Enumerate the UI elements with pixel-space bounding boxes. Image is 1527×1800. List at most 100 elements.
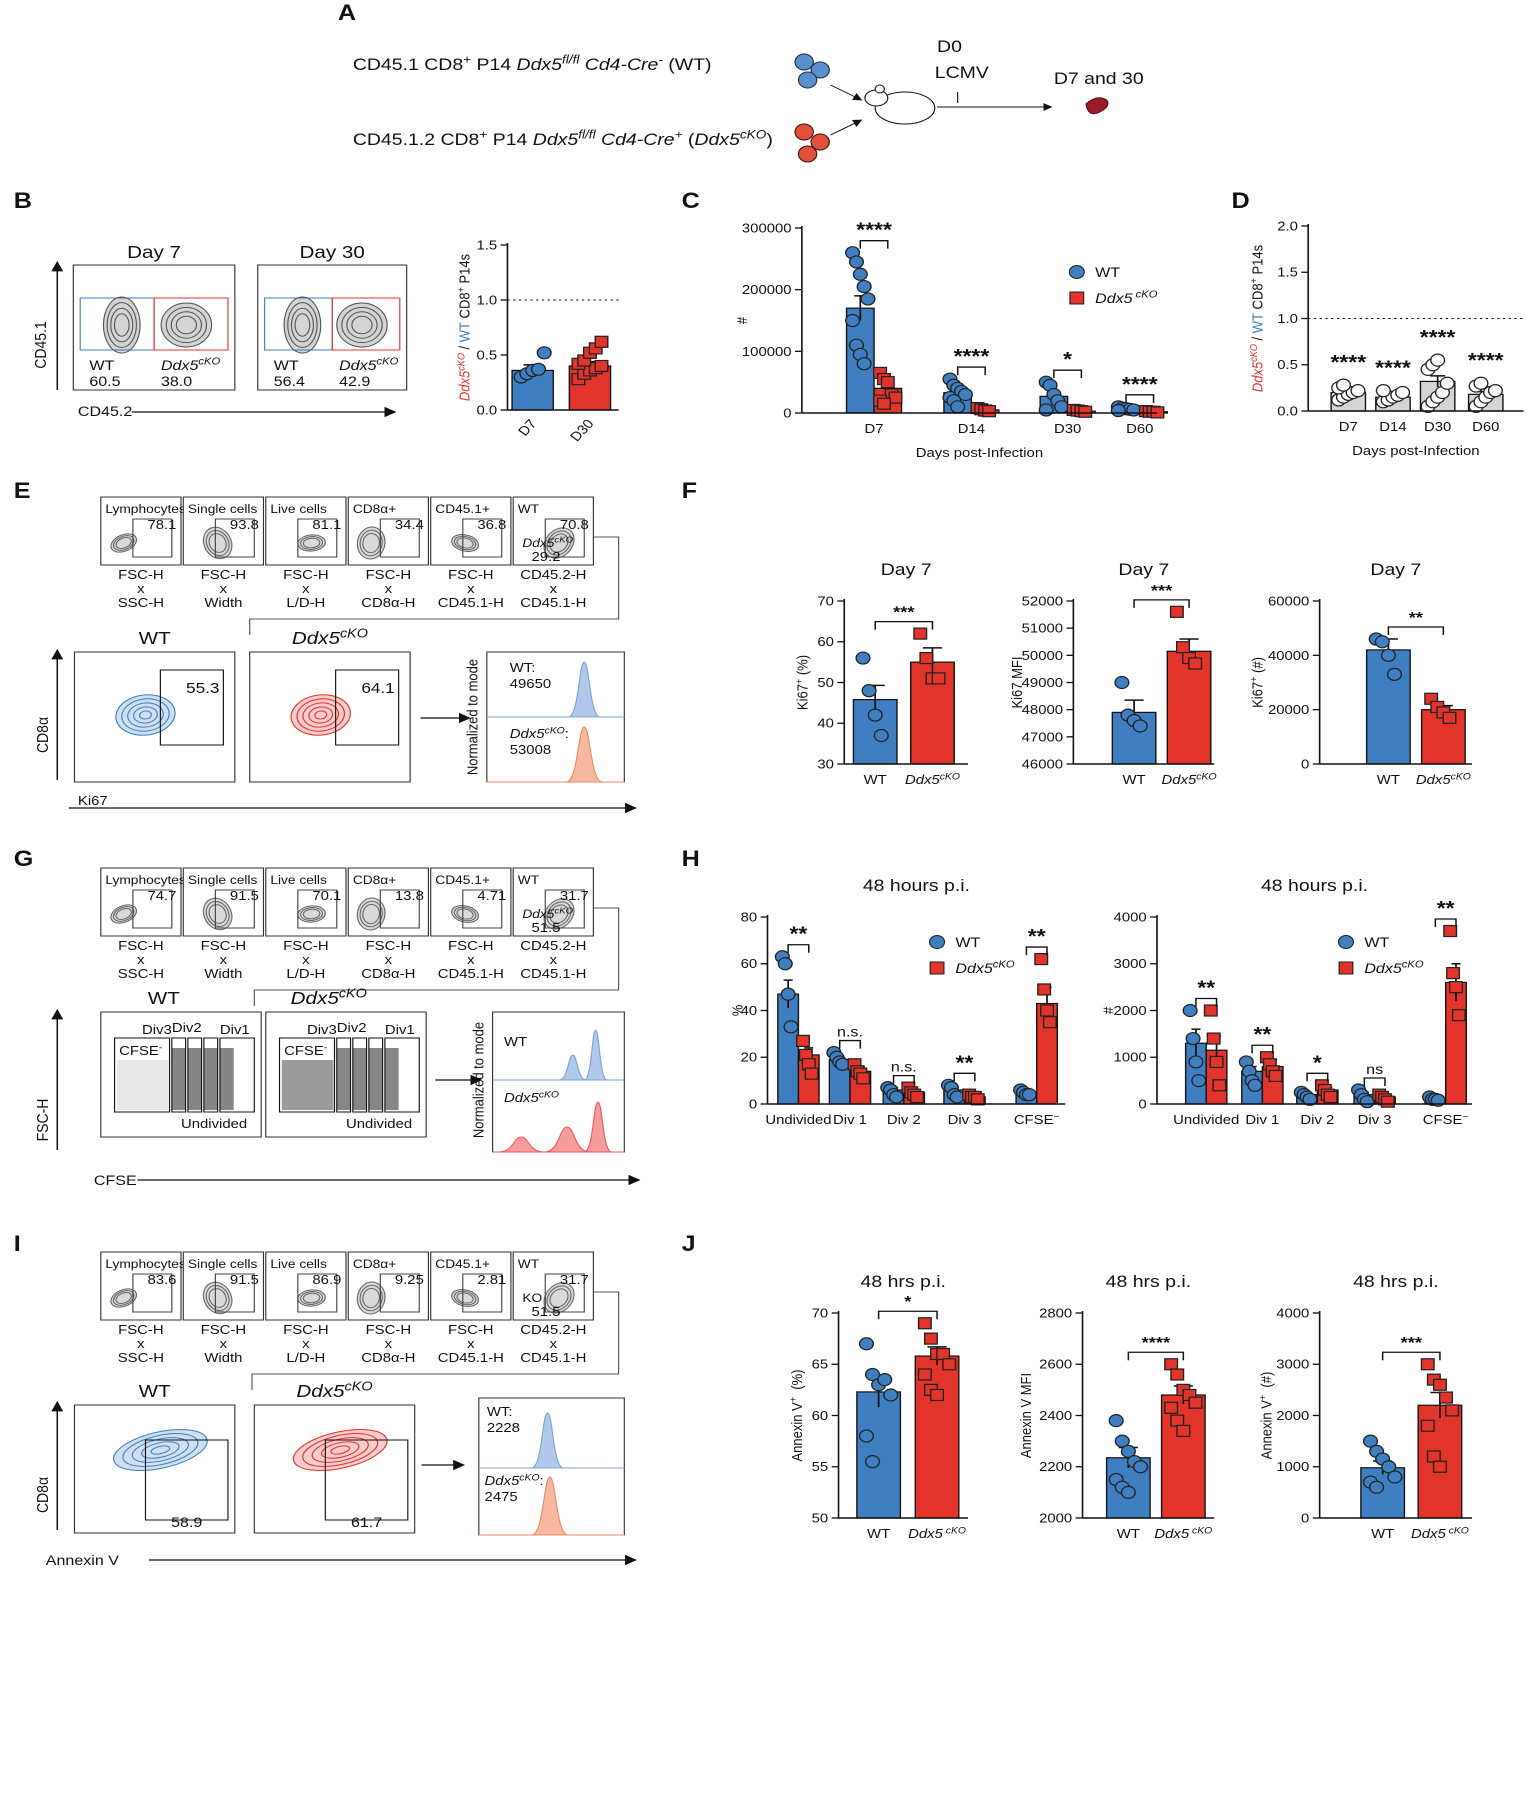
sig-label: *** bbox=[1401, 1333, 1423, 1352]
text-run: + bbox=[1257, 1395, 1269, 1401]
cell-population bbox=[203, 1048, 218, 1110]
data-point bbox=[936, 1347, 951, 1361]
gate-name: Lymphocytes bbox=[105, 873, 185, 887]
axis-label: Normalized to mode bbox=[464, 659, 481, 775]
gate-axis: FSC-H bbox=[366, 1322, 411, 1337]
data-point bbox=[1387, 1470, 1403, 1484]
cell-population bbox=[187, 1048, 202, 1110]
data-point bbox=[594, 335, 609, 348]
gate-value: 58.9 bbox=[171, 1515, 202, 1531]
gate-axis: CD45.1-H bbox=[520, 595, 586, 610]
data-point bbox=[1169, 605, 1184, 618]
gate-axis: x bbox=[220, 581, 227, 596]
text-run: Annexin V bbox=[1258, 1399, 1275, 1459]
cell-population bbox=[175, 315, 198, 335]
arrow bbox=[830, 119, 863, 136]
x-tick-label: WT bbox=[1377, 772, 1401, 787]
y-axis-label: # bbox=[733, 317, 750, 324]
gate-name: KO bbox=[522, 1291, 542, 1305]
y-axis-label: Ddx5cKO / WT CD8+ P14s bbox=[1248, 245, 1266, 392]
x-tick-label: Div 1 bbox=[1245, 1112, 1279, 1127]
gate bbox=[462, 889, 503, 929]
y-tick-label: 0 bbox=[783, 405, 792, 420]
sig-label: **** bbox=[1142, 1333, 1171, 1352]
data-point bbox=[1054, 400, 1070, 414]
data-point bbox=[795, 1034, 810, 1047]
gate-axis: CD45.1-H bbox=[438, 595, 504, 610]
axis-label: Annexin V bbox=[46, 1553, 119, 1569]
gate-axis: x bbox=[467, 952, 474, 967]
flow-plot bbox=[182, 496, 265, 566]
text-run: P14s bbox=[456, 254, 473, 287]
y-axis-label: # bbox=[1100, 1007, 1117, 1014]
gate-name: Lymphocytes bbox=[105, 1257, 185, 1271]
gate-name: Single cells bbox=[188, 1257, 257, 1271]
text-run: Ddx5 bbox=[1154, 1526, 1189, 1541]
sig-bracket bbox=[1127, 1351, 1185, 1361]
data-point bbox=[919, 651, 934, 665]
data-point bbox=[1430, 353, 1446, 367]
cell-population bbox=[300, 907, 324, 921]
x-tick-label: Div 2 bbox=[887, 1112, 921, 1127]
text-run: CFSE bbox=[1423, 1112, 1463, 1127]
data-point bbox=[1170, 1368, 1185, 1381]
data-point bbox=[1445, 1404, 1460, 1417]
gate bbox=[297, 889, 338, 929]
data-point bbox=[536, 346, 552, 360]
gate-value: 61.7 bbox=[351, 1515, 382, 1531]
gate-value: 83.6 bbox=[147, 1272, 176, 1287]
gate bbox=[214, 518, 255, 558]
flow-plot bbox=[265, 1251, 347, 1321]
data-point bbox=[1120, 1444, 1136, 1458]
data-point bbox=[1362, 1434, 1379, 1448]
histogram-peak bbox=[492, 1101, 625, 1153]
hist-label: 2475 bbox=[485, 1489, 518, 1504]
text-run: cKO bbox=[545, 725, 566, 735]
flow-plot bbox=[347, 1251, 430, 1321]
cell-population bbox=[362, 1287, 381, 1309]
legend-label: Ddx5 cKO bbox=[1095, 289, 1157, 307]
panel-label: A bbox=[338, 1, 356, 25]
cell-population bbox=[384, 1048, 399, 1110]
gate-name: CD45.1+ bbox=[435, 873, 490, 887]
y-axis-label: Ki67+ (%) bbox=[793, 655, 811, 710]
gate-bracket bbox=[253, 907, 620, 1006]
data-point bbox=[1120, 1485, 1136, 1499]
gate bbox=[171, 1037, 187, 1113]
gate-value: 2.81 bbox=[477, 1272, 506, 1287]
gate-name: WT bbox=[89, 358, 114, 374]
flow-plot bbox=[182, 1251, 265, 1321]
gate-axis: CD45.1-H bbox=[520, 966, 586, 981]
data-point bbox=[1042, 1016, 1057, 1029]
gate-axis: L/D-H bbox=[286, 1350, 325, 1365]
gate-axis: FSC-H bbox=[118, 938, 163, 953]
cell-population bbox=[308, 706, 334, 724]
text-run: Ddx5 bbox=[522, 536, 555, 550]
text-run: cKO bbox=[539, 1089, 560, 1099]
data-point bbox=[1191, 1074, 1207, 1088]
cell-population bbox=[208, 1288, 227, 1308]
gate-axis: x bbox=[220, 1336, 227, 1351]
data-point bbox=[1443, 924, 1458, 938]
text-run: (#) bbox=[1258, 1372, 1275, 1395]
data-point bbox=[888, 1090, 904, 1104]
gate-name: Live cells bbox=[270, 502, 326, 516]
cell-population bbox=[208, 904, 227, 924]
gate-name: WT bbox=[518, 1257, 539, 1271]
text-run: (%) bbox=[788, 1370, 805, 1397]
data-point bbox=[864, 1367, 881, 1382]
sig-bracket bbox=[1025, 946, 1048, 956]
axis-label: CD8α bbox=[34, 1477, 52, 1513]
cell-population bbox=[205, 529, 230, 557]
data-point bbox=[1034, 952, 1049, 966]
gate bbox=[368, 1037, 384, 1113]
text-run: Ddx5 bbox=[533, 129, 579, 149]
plot-title: Day 30 bbox=[300, 242, 365, 262]
data-point bbox=[876, 397, 891, 410]
cell-population bbox=[546, 530, 572, 556]
data-point bbox=[1132, 1460, 1149, 1474]
schematic bbox=[794, 53, 1109, 163]
gate-axis: SSC-H bbox=[118, 595, 164, 610]
gate-name: Div2 bbox=[337, 1020, 367, 1035]
panel-label: E bbox=[14, 479, 31, 503]
